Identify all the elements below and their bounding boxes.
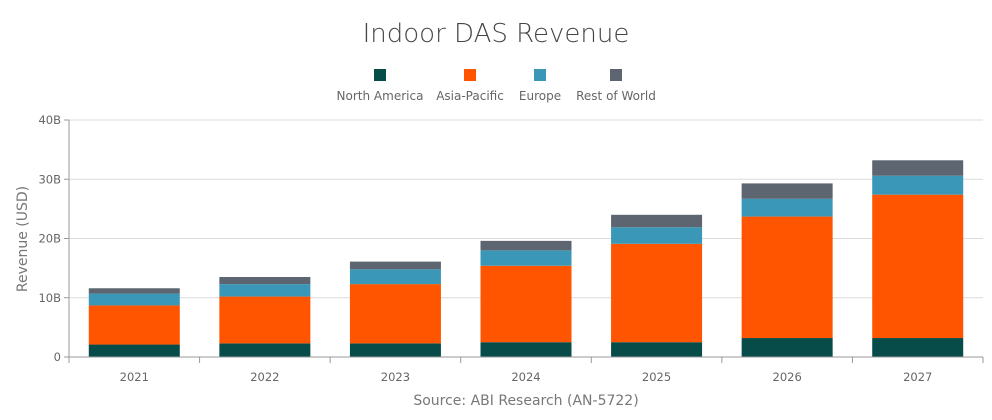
- y-tick-label: 30B: [38, 172, 61, 186]
- legend-label-asia-pacific: Asia-Pacific: [436, 89, 504, 103]
- bar-2021-rest-of-world: [88, 288, 180, 294]
- bar-2021-asia-pacific: [88, 305, 180, 345]
- bar-2022-north-america: [219, 343, 311, 357]
- bar-2021-north-america: [88, 344, 180, 357]
- bar-2025-rest-of-world: [611, 214, 703, 228]
- bar-2023-europe: [349, 269, 441, 285]
- legend: North America Asia-Pacific Europe Rest of W…: [337, 69, 656, 103]
- bar-2027-rest-of-world: [872, 160, 964, 176]
- bar-2023-asia-pacific: [349, 284, 441, 344]
- legend-swatch-north-america: [374, 69, 386, 81]
- x-tick-label: 2027: [903, 370, 932, 384]
- source-note: Source: ABI Research (AN-5722): [413, 393, 638, 409]
- legend-swatch-asia-pacific: [464, 69, 476, 81]
- y-tick-label: 10B: [38, 291, 61, 305]
- x-tick-label: 2021: [120, 370, 149, 384]
- bar-2027-north-america: [872, 338, 964, 357]
- legend-label-rest-of-world: Rest of World: [576, 89, 656, 103]
- bar-2021-europe: [88, 293, 180, 306]
- y-axis-title: Revenue (USD): [15, 186, 31, 292]
- bar-2025-europe: [611, 227, 703, 244]
- bar-2027-asia-pacific: [872, 194, 964, 339]
- y-axis-ticks: 0 10B 20B 30B 40B: [38, 113, 70, 364]
- chart-title: Indoor DAS Revenue: [363, 19, 630, 49]
- y-tick-label: 20B: [38, 232, 61, 246]
- bar-2026-europe: [741, 198, 833, 217]
- y-tick-label: 40B: [38, 113, 61, 127]
- bar-2024-rest-of-world: [480, 240, 572, 251]
- bar-2026-asia-pacific: [741, 216, 833, 339]
- bar-2023-rest-of-world: [349, 261, 441, 270]
- x-tick-label: 2023: [381, 370, 410, 384]
- bar-2022-asia-pacific: [219, 296, 311, 344]
- bar-2022-europe: [219, 284, 311, 297]
- x-tick-label: 2026: [773, 370, 802, 384]
- legend-swatch-rest-of-world: [610, 69, 622, 81]
- x-axis-ticks: 2021 2022 2023 2024 2025 2026 2027: [68, 356, 984, 384]
- legend-label-north-america: North America: [337, 89, 424, 103]
- bar-2023-north-america: [349, 343, 441, 357]
- bar-2024-asia-pacific: [480, 265, 572, 343]
- bar-2024-europe: [480, 250, 572, 266]
- x-tick-label: 2024: [511, 370, 540, 384]
- bar-2025-asia-pacific: [611, 243, 703, 343]
- bar-2024-north-america: [480, 342, 572, 357]
- legend-swatch-europe: [534, 69, 546, 81]
- bars: [88, 160, 964, 357]
- bar-2026-north-america: [741, 338, 833, 357]
- x-tick-label: 2022: [250, 370, 279, 384]
- bar-2025-north-america: [611, 342, 703, 357]
- y-tick-label: 0: [54, 350, 61, 364]
- legend-label-europe: Europe: [519, 89, 561, 103]
- x-tick-label: 2025: [642, 370, 671, 384]
- bar-2022-rest-of-world: [219, 277, 311, 285]
- bar-2027-europe: [872, 175, 964, 195]
- bar-2026-rest-of-world: [741, 183, 833, 199]
